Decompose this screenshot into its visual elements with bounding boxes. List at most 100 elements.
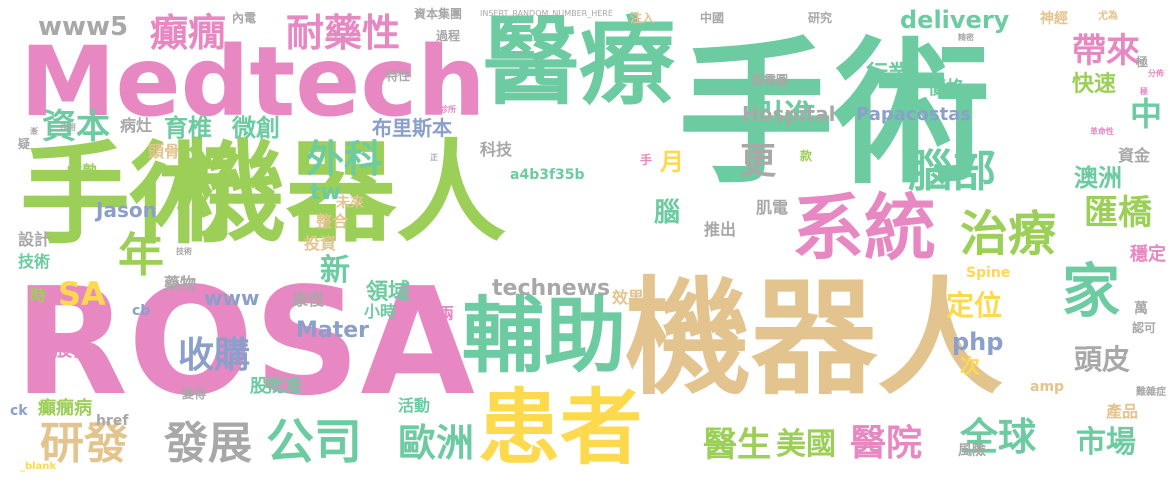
word-ck: ck — [10, 403, 28, 419]
word-kuan: 款 — [800, 149, 813, 163]
word-cb: cb — [132, 303, 151, 319]
word-xiaoshi: 小時 — [364, 302, 397, 321]
word-yanfa: 研發 — [40, 418, 128, 469]
word-geng: 更 — [740, 141, 777, 182]
word-zhong: 中 — [1130, 95, 1163, 133]
word-spine: Spine — [966, 265, 1011, 281]
word-kangfu: 康復 — [292, 290, 325, 309]
word-liang: 兩 — [438, 304, 455, 323]
word-www5: www5 — [38, 12, 129, 42]
word-tw: tw — [310, 180, 341, 205]
word-insert-random: INSERT_RANDOM_NUMBER_HERE — [480, 9, 613, 18]
word-shichang: 市場 — [1076, 425, 1136, 460]
word-hangye: 行業 — [866, 62, 911, 87]
word-ji: 極 — [1136, 55, 1149, 69]
word-zhenghe: 整合 — [316, 212, 349, 231]
word-fenbu: 分佈 — [1148, 69, 1164, 78]
word-zhiliao: 治療 — [960, 206, 1057, 262]
word-sheji: 設計 — [18, 230, 51, 249]
word-keji: 科技 — [480, 140, 513, 159]
word-jason: Jason — [96, 198, 157, 222]
word-lingyu: 領域 — [366, 280, 411, 305]
word-technews: technews — [492, 276, 611, 301]
word-pizhun: 批准 — [266, 376, 302, 397]
word-toupi: 頭皮 — [1074, 343, 1131, 376]
word-www: www — [204, 286, 260, 310]
word-quanqiu: 全球 — [960, 415, 1037, 459]
word-renke: 認可 — [1132, 321, 1157, 335]
word-shoushu-2: 手術 — [20, 131, 240, 259]
word-gufen: 股份 — [54, 340, 90, 361]
word-fuzhu: 輔助 — [462, 289, 627, 384]
word-yue: 月 — [660, 148, 684, 176]
word-dianxianbing: 癲癇病 — [38, 398, 92, 419]
word-hospital: Hospital — [742, 102, 836, 126]
word-gu: 股 — [250, 376, 268, 397]
word-touzi: 投資 — [304, 234, 337, 253]
word-nao: 腦 — [654, 198, 681, 228]
word-guocheng: 過程 — [436, 29, 461, 43]
word-huanzhe: 患者 — [478, 381, 643, 476]
word-weichuang: 微創 — [232, 114, 280, 142]
word-tougu: 頭骨 — [148, 142, 181, 161]
word-sa: SA — [58, 275, 106, 313]
word-weilai: 未來 — [336, 195, 364, 211]
word-yanjiu: 研究 — [808, 11, 833, 25]
word-yi: 疑 — [18, 137, 31, 151]
word-ji2: 極 — [1140, 87, 1148, 96]
word-gemingxing: 革命性 — [1090, 127, 1114, 136]
word-naiyaoxing: 耐藥性 — [286, 11, 401, 55]
word-yiliao: 醫療 — [483, 6, 675, 118]
word-xin: 新 — [320, 253, 350, 288]
word-dingwei: 定位 — [946, 289, 1003, 322]
word-jiqiren-1: 機器人 — [176, 129, 506, 257]
word-jishu2: 技術 — [176, 247, 192, 256]
word-yiyuan: 醫院 — [850, 423, 923, 464]
word-nian: 年 — [118, 228, 164, 282]
word-blank: _blank — [20, 461, 57, 472]
word-naobu: 腦部 — [908, 146, 996, 197]
word-yinjin: 引進 — [752, 97, 817, 135]
word-gongsi: 公司 — [266, 414, 363, 470]
word-nanzazheng: 難雜症 — [1136, 387, 1166, 398]
word-naodiantu: 腦電圖 — [752, 73, 789, 87]
word-biande: 變得 — [182, 387, 207, 401]
word-jishu: 技術 — [18, 252, 51, 271]
word-bingzao: 病灶 — [120, 116, 153, 135]
word-xitong: 系統 — [792, 186, 937, 270]
word-shenjing: 神經 — [1040, 11, 1068, 27]
word-php: php — [952, 328, 1004, 356]
word-shoushu-1: 手術 — [678, 23, 990, 205]
word-huodong: 活動 — [398, 396, 431, 415]
word-shou: 手 — [640, 153, 653, 167]
word-a4b3f35b: a4b3f35b — [510, 167, 585, 183]
word-jiqiren-2: 機器人 — [625, 265, 1003, 412]
word-medtech: Medtech — [20, 26, 486, 138]
word-zuoyong: 作用 — [60, 123, 76, 132]
word-ouzhou: 歐洲 — [398, 421, 475, 465]
word-jian: 漸 — [30, 127, 38, 136]
word-wan: 萬 — [1134, 301, 1148, 317]
word-jingmi: 精密 — [958, 33, 974, 42]
word-aozhou: 澳洲 — [1074, 164, 1122, 192]
word-mater: Mater — [296, 318, 370, 343]
word-jidian: 肌電 — [756, 198, 789, 217]
word-dailai: 帶來 — [1072, 31, 1140, 71]
word-jiage: 價格 — [928, 78, 964, 99]
word-shi: 時 — [30, 286, 47, 305]
word-fazhan: 發展 — [164, 418, 252, 469]
word-zheng: 正 — [430, 153, 438, 162]
word-zhongguo: 中國 — [700, 11, 725, 25]
word-jia: 家 — [1062, 257, 1121, 325]
word-zijin: 資金 — [1118, 146, 1151, 165]
word-shougou: 收購 — [178, 335, 251, 376]
word-meiguo: 美國 — [776, 427, 836, 462]
word-zibenjituan: 資本集團 — [414, 7, 463, 21]
word-chengshu: 成熟 — [66, 162, 99, 181]
word-tuichu: 推出 — [704, 220, 737, 239]
word-waike: 外科 — [306, 137, 383, 181]
word-chanpin: 產品 — [1106, 402, 1139, 421]
word-yisheng: 醫生 — [703, 425, 771, 465]
word-ziben: 資本 — [42, 107, 110, 147]
